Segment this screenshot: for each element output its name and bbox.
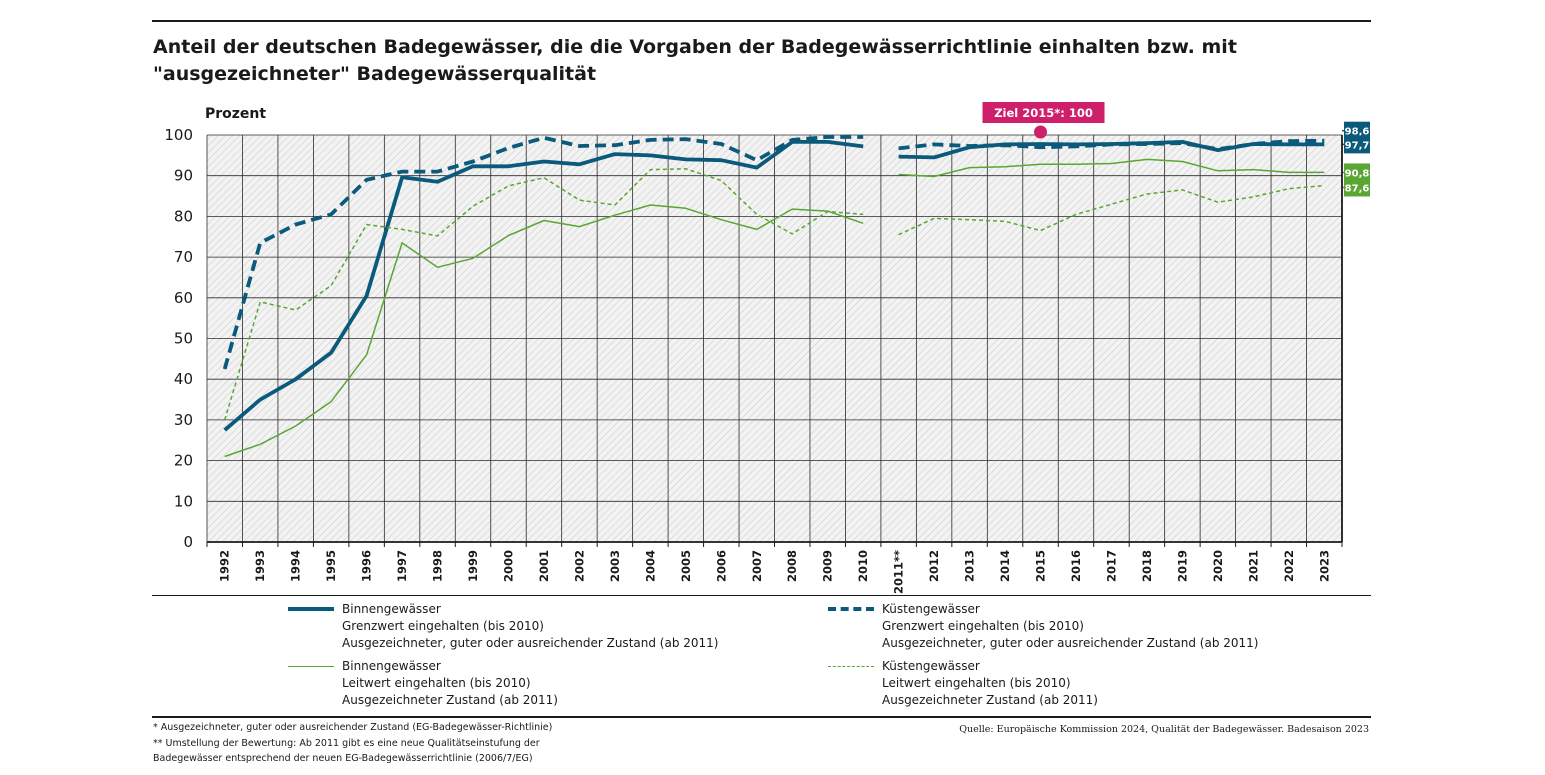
legend-label: Ausgezeichneter Zustand (ab 2011) [342, 693, 558, 707]
target-label: Ziel 2015*: 100 [994, 106, 1093, 120]
end-label-box [1344, 121, 1370, 140]
legend-label: Ausgezeichneter, guter oder ausreichende… [342, 636, 719, 650]
x-tick-label: 2021 [1246, 550, 1260, 582]
legend-swatch-solid-thin [288, 666, 334, 667]
x-tick-label: 2003 [608, 550, 622, 582]
x-tick-label: 2014 [998, 550, 1012, 582]
x-tick-label: 2001 [537, 550, 551, 582]
legend-swatch-solid-thick [288, 607, 334, 611]
x-tick-label: 1992 [218, 550, 232, 582]
x-tick-label: 2010 [856, 550, 870, 582]
y-tick-label: 100 [164, 126, 193, 144]
x-tick-label: 2016 [1069, 550, 1083, 582]
end-value-label: 90,8 [1345, 168, 1370, 179]
legend-swatch-dashed-thin [828, 666, 874, 667]
x-tick-label: 2019 [1175, 550, 1189, 582]
x-tick-label: 2000 [501, 550, 515, 582]
end-value-label: 97,7 [1345, 140, 1370, 151]
x-tick-label: 2006 [714, 550, 728, 582]
legend-label: Leitwert eingehalten (bis 2010) [882, 676, 1071, 690]
x-tick-label: 2002 [572, 550, 586, 582]
x-tick-label: 1999 [466, 550, 480, 582]
top-rule [152, 20, 1371, 22]
y-tick-label: 20 [174, 452, 193, 470]
series-line-binnen_grenz [223, 139, 864, 432]
x-tick-label: 1993 [253, 550, 267, 582]
x-tick-label: 2007 [750, 550, 764, 582]
footnote-1: * Ausgezeichneter, guter oder ausreichen… [153, 722, 553, 733]
x-tick-label: 2018 [1140, 550, 1154, 582]
end-label-box [1344, 135, 1370, 154]
legend-label: Ausgezeichneter Zustand (ab 2011) [882, 693, 1098, 707]
x-tick-label: 1996 [360, 550, 374, 582]
x-tick-label: 2013 [963, 550, 977, 582]
end-label-box [1344, 178, 1370, 197]
x-tick-label: 2020 [1211, 550, 1225, 582]
y-tick-label: 30 [174, 411, 193, 429]
legend-label: Grenzwert eingehalten (bis 2010) [342, 619, 544, 633]
x-tick-label: 2011** [892, 550, 906, 594]
x-tick-label: 2023 [1317, 550, 1331, 582]
legend-label: Binnengewässer [342, 602, 441, 616]
y-tick-label: 0 [183, 533, 193, 551]
series-line-kuesten_grenz [898, 138, 1325, 152]
legend-label: Grenzwert eingehalten (bis 2010) [882, 619, 1084, 633]
series-line-binnen_leit [898, 158, 1325, 178]
y-tick-label: 10 [174, 492, 193, 510]
x-tick-label: 2009 [821, 550, 835, 582]
x-tick-label: 2008 [785, 550, 799, 582]
x-tick-label: 2012 [927, 550, 941, 582]
x-tick-label: 2015 [1034, 550, 1048, 582]
x-tick-label: 1997 [395, 550, 409, 582]
chart-title: Anteil der deutschen Badegewässer, die d… [153, 36, 1237, 85]
legend-top-rule [152, 595, 1371, 596]
end-label-box [1344, 163, 1370, 182]
x-tick-label: 2004 [643, 550, 657, 582]
target-label-box [982, 102, 1105, 123]
legend-label: Leitwert eingehalten (bis 2010) [342, 676, 531, 690]
series-line-binnen_leit [224, 204, 864, 458]
y-tick-label: 60 [174, 289, 193, 307]
target-marker [1034, 125, 1048, 139]
x-tick-label: 1995 [324, 550, 338, 582]
x-tick-label: 2005 [679, 550, 693, 582]
x-tick-label: 2017 [1104, 550, 1118, 582]
legend-label: Küstengewässer [882, 659, 980, 673]
x-tick-label: 2022 [1282, 550, 1296, 582]
source-note: Quelle: Europäische Kommission 2024, Qua… [959, 724, 1369, 735]
y-tick-label: 80 [174, 207, 193, 225]
y-tick-label: 70 [174, 248, 193, 266]
legend-label: Ausgezeichneter, guter oder ausreichende… [882, 636, 1259, 650]
y-axis-label: Prozent [205, 106, 266, 122]
end-value-label: 98,6 [1345, 127, 1370, 138]
y-tick-label: 50 [174, 330, 193, 348]
y-tick-label: 90 [174, 167, 193, 185]
series-line-kuesten_grenz [222, 135, 864, 370]
footnote-3: Badegewässer entsprechend der neuen EG-B… [153, 753, 533, 764]
x-tick-label: 1994 [289, 550, 303, 582]
end-value-label: 87,6 [1345, 183, 1370, 194]
footnote-2: ** Umstellung der Bewertung: Ab 2011 gib… [153, 738, 540, 749]
x-tick-label: 1998 [431, 550, 445, 582]
footnote-rule [152, 716, 1371, 718]
y-tick-label: 40 [174, 370, 193, 388]
legend-swatch-dashed-thick [828, 607, 874, 611]
legend-label: Küstengewässer [882, 602, 980, 616]
line-chart: Ziel 2015*: 100 98,6 97,7 90,8 87,6 0 10 20 30 4… [164, 102, 1370, 594]
legend-label: Binnengewässer [342, 659, 441, 673]
